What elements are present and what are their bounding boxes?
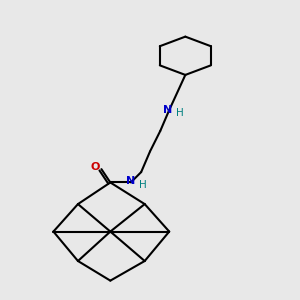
Text: H: H — [139, 180, 146, 190]
Text: O: O — [90, 162, 100, 172]
Text: H: H — [176, 108, 184, 118]
Text: N: N — [163, 105, 172, 115]
Text: N: N — [126, 176, 135, 186]
